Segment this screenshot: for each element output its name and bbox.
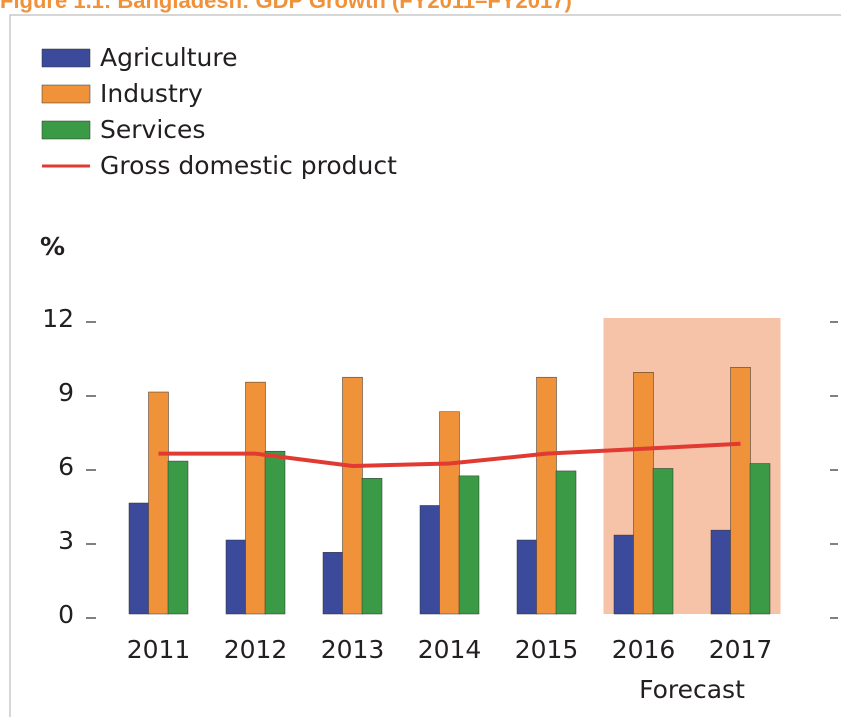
bar: [439, 411, 460, 615]
legend-swatch: [41, 120, 91, 140]
y-tick-label: 0: [58, 600, 74, 629]
bar: [342, 376, 363, 615]
x-tick-label: 2017: [709, 635, 773, 664]
bar: [361, 478, 383, 615]
x-tick-label: 2016: [612, 635, 676, 664]
y-tick-label: 9: [58, 378, 74, 407]
forecast-label: Forecast: [639, 675, 745, 704]
legend-label: Industry: [100, 79, 203, 108]
bar: [613, 534, 635, 615]
legend-swatch: [41, 48, 91, 68]
bar: [652, 468, 674, 615]
gdp-line: [158, 441, 741, 469]
bar: [555, 470, 577, 615]
legend-label: Agriculture: [100, 43, 238, 72]
bar: [148, 391, 169, 615]
bar: [633, 372, 654, 615]
bar: [516, 539, 538, 615]
x-tick-label: 2013: [321, 635, 385, 664]
bar: [128, 502, 150, 615]
bar: [264, 450, 286, 615]
legend-label: Services: [100, 115, 205, 144]
bar: [730, 367, 751, 615]
bar: [167, 460, 189, 615]
x-tick-label: 2014: [418, 635, 482, 664]
bar: [536, 376, 557, 615]
chart-title: Figure 1.1: Bangladesh: GDP Growth (FY20…: [0, 0, 572, 13]
y-tick-label: 3: [58, 526, 74, 555]
bar: [419, 505, 441, 615]
x-tick-label: 2011: [127, 635, 191, 664]
y-tick-label: 12: [42, 304, 74, 333]
legend-swatch: [41, 84, 91, 104]
bar: [322, 552, 344, 615]
bar: [710, 529, 732, 615]
bar: [225, 539, 247, 615]
legend-label: Gross domestic product: [100, 151, 397, 180]
y-axis-label: %: [40, 232, 65, 261]
x-tick-label: 2015: [515, 635, 579, 664]
bar: [458, 475, 480, 615]
bar: [245, 381, 266, 615]
frame: [9, 14, 841, 717]
bar: [749, 463, 771, 615]
x-tick-label: 2012: [224, 635, 288, 664]
y-tick-label: 6: [58, 452, 74, 481]
